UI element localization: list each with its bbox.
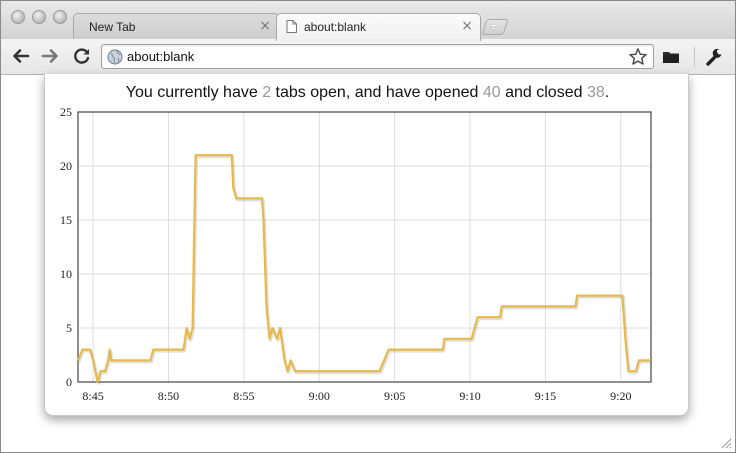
tab-label: New Tab — [89, 20, 136, 34]
close-window-button[interactable] — [11, 10, 25, 24]
summary-between: and closed — [505, 84, 583, 101]
address-text: about:blank — [127, 49, 195, 64]
tab-close-icon[interactable]: × — [461, 18, 473, 34]
x-tick-label: 9:00 — [309, 389, 330, 403]
wrench-menu-button[interactable] — [703, 46, 725, 68]
globe-icon — [107, 49, 123, 70]
x-tick-label: 8:45 — [82, 389, 103, 403]
y-tick-label: 5 — [66, 321, 72, 335]
page-icon — [286, 20, 297, 36]
forward-icon — [41, 49, 58, 63]
tab-count-chart: 0 5 10 15 20 25 8:45 8:50 8:55 9:00 9:05 9:10 9:15 9:… — [60, 105, 652, 403]
x-tick-label: 9:15 — [535, 389, 556, 403]
toolbar: about:blank — [1, 39, 735, 75]
summary-middle: tabs open, and have opened — [275, 84, 479, 101]
open-tabs-count: 2 — [262, 84, 272, 101]
minimize-window-button[interactable] — [32, 10, 46, 24]
x-tick-label: 9:10 — [459, 389, 480, 403]
tab-close-icon[interactable]: × — [259, 18, 271, 34]
plot-frame — [77, 111, 652, 383]
new-tab-button[interactable]: + — [481, 17, 509, 35]
reload-button[interactable] — [71, 45, 93, 67]
forward-button[interactable] — [39, 45, 61, 67]
opened-tabs-count: 40 — [482, 84, 501, 101]
tab-about-blank[interactable]: about:blank × — [276, 13, 481, 41]
tab-strip: New Tab × about:blank × + — [1, 1, 735, 41]
resize-grip-icon[interactable] — [721, 438, 732, 449]
x-tick-label: 8:55 — [233, 389, 254, 403]
tab-new-tab[interactable]: New Tab × — [73, 13, 279, 40]
tab-stats-summary: You currently have 2 tabs open, and have… — [45, 84, 690, 102]
y-tick-label: 10 — [60, 267, 72, 281]
address-bar[interactable]: about:blank — [101, 44, 654, 69]
extension-popup: You currently have 2 tabs open, and have… — [44, 74, 689, 416]
closed-tabs-count: 38 — [586, 84, 605, 101]
zoom-window-button[interactable] — [53, 10, 67, 24]
star-icon[interactable] — [628, 47, 648, 72]
summary-suffix: . — [604, 84, 610, 101]
extension-icon — [663, 52, 679, 63]
x-tick-label: 9:05 — [384, 389, 405, 403]
y-tick-label: 20 — [60, 159, 72, 173]
series-line — [76, 154, 651, 384]
back-icon — [13, 49, 30, 63]
back-button[interactable] — [10, 45, 32, 67]
x-tick-label: 9:20 — [610, 389, 631, 403]
wrench-icon — [706, 48, 722, 66]
tab-label: about:blank — [304, 20, 367, 34]
y-tick-label: 15 — [60, 213, 72, 227]
y-tick-label: 0 — [66, 375, 72, 389]
y-tick-label: 25 — [60, 105, 72, 119]
toolbar-separator — [694, 47, 695, 67]
reload-icon — [74, 48, 90, 64]
x-tick-label: 8:50 — [158, 389, 179, 403]
summary-prefix: You currently have — [125, 84, 258, 101]
extension-button[interactable] — [660, 46, 682, 68]
plus-icon: + — [489, 17, 498, 33]
